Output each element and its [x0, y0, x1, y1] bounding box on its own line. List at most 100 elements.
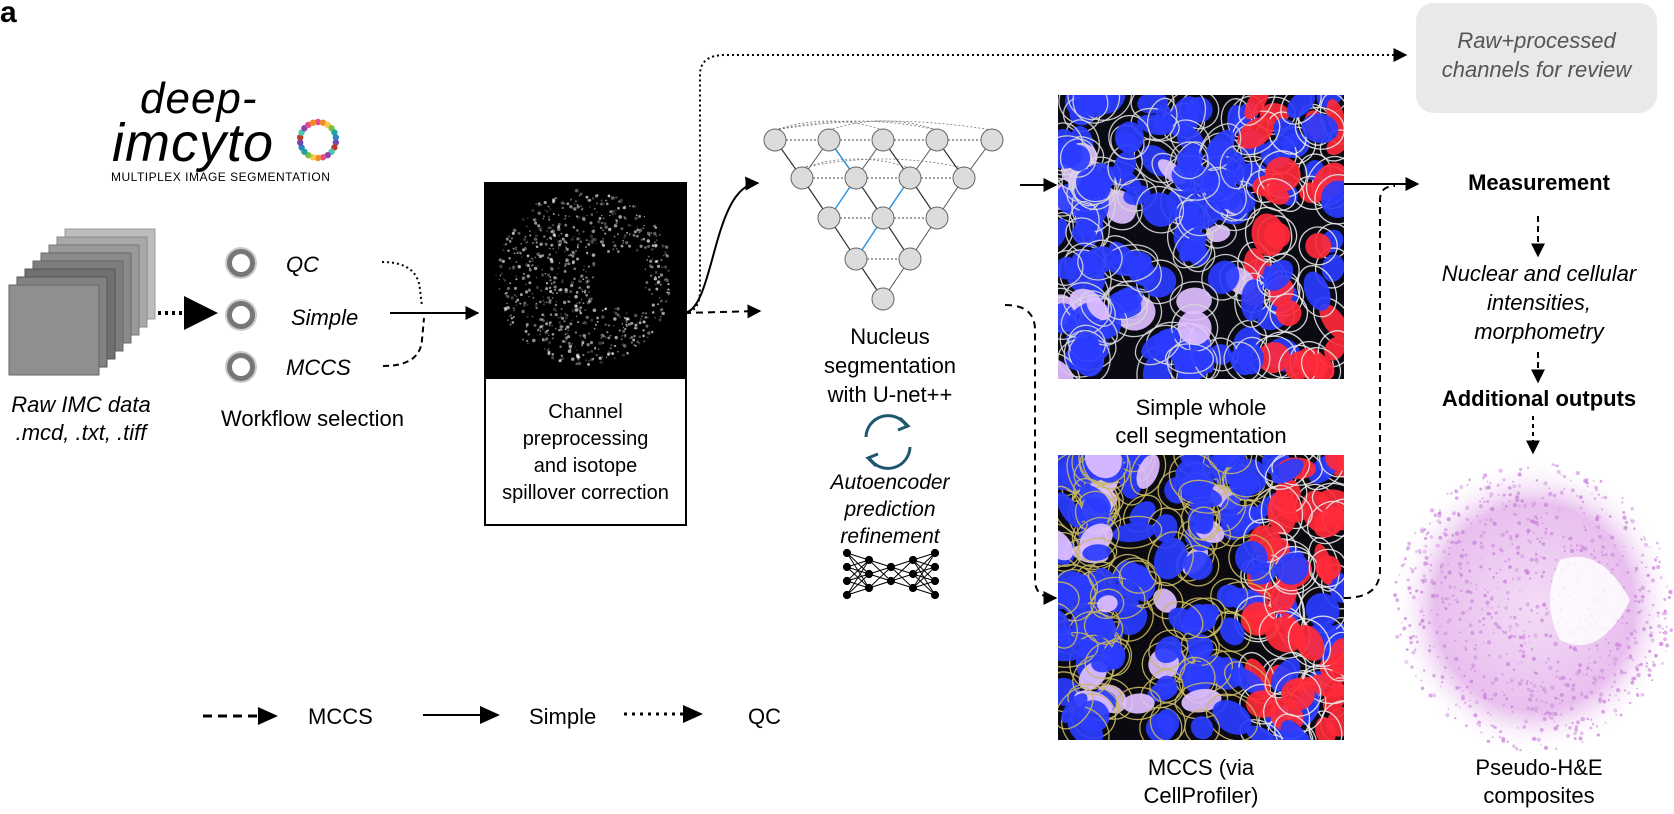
he-speckle — [1543, 712, 1548, 716]
channel-speckle — [547, 329, 550, 332]
he-speckle — [1600, 550, 1603, 554]
he-speckle — [1406, 545, 1411, 550]
channel-speckle — [608, 227, 612, 232]
channel-speckle — [635, 234, 639, 238]
channel-speckle — [554, 197, 557, 199]
channel-speckle — [635, 248, 639, 252]
he-speckle — [1493, 622, 1498, 626]
qc-radio[interactable] — [227, 249, 255, 277]
he-speckle — [1669, 628, 1673, 633]
he-speckle — [1575, 648, 1578, 652]
channel-speckle — [548, 218, 551, 221]
he-speckle — [1519, 749, 1522, 752]
channel-speckle — [623, 234, 627, 237]
he-speckle — [1637, 600, 1641, 604]
he-speckle — [1518, 498, 1521, 502]
he-speckle — [1480, 731, 1483, 734]
he-speckle — [1602, 539, 1605, 542]
cell-outline — [1084, 640, 1131, 679]
he-speckle — [1594, 677, 1597, 680]
he-speckle — [1619, 713, 1623, 717]
simple-option-label[interactable]: Simple — [291, 305, 359, 330]
he-speckle — [1581, 673, 1584, 676]
cell-outline — [1072, 95, 1121, 124]
cell-nucleus — [1307, 353, 1335, 379]
he-speckle — [1538, 540, 1542, 544]
he-speckle — [1625, 636, 1630, 641]
cell-outline — [1308, 548, 1344, 588]
he-speckle — [1490, 697, 1493, 701]
channel-speckle — [571, 309, 575, 313]
he-speckle — [1459, 573, 1463, 577]
channel-speckle — [565, 247, 569, 251]
channel-speckle — [552, 212, 555, 215]
he-speckle — [1504, 504, 1508, 508]
channel-speckle — [558, 262, 561, 264]
channel-speckle — [614, 209, 617, 212]
he-speckle — [1584, 695, 1589, 699]
cell-outline — [1161, 601, 1204, 640]
channel-speckle — [532, 338, 536, 343]
he-speckle — [1582, 511, 1586, 515]
he-speckle — [1573, 731, 1577, 736]
mccs-radio[interactable] — [227, 353, 255, 381]
channel-speckle — [544, 273, 547, 275]
he-speckle — [1435, 543, 1440, 548]
channel-speckle — [531, 257, 533, 260]
channel-speckle — [585, 315, 589, 319]
cell-nucleus — [1070, 336, 1105, 377]
he-speckle — [1565, 682, 1570, 688]
he-speckle — [1487, 605, 1489, 608]
he-speckle — [1498, 654, 1502, 659]
channel-speckle — [526, 303, 529, 306]
simple-radio[interactable] — [227, 301, 255, 329]
channel-speckle — [658, 318, 662, 322]
logo-ring-dot — [319, 154, 327, 161]
channel-speckle — [612, 241, 615, 243]
channel-speckle — [546, 230, 548, 232]
cell-outline — [1108, 114, 1151, 160]
cell-nucleus — [1301, 113, 1339, 144]
he-speckle — [1510, 634, 1513, 638]
he-speckle — [1621, 615, 1624, 619]
channel-speckle — [551, 283, 553, 285]
he-speckle — [1484, 588, 1487, 591]
channel-speckle — [642, 320, 646, 324]
he-speckle — [1539, 555, 1542, 558]
he-speckle — [1475, 643, 1478, 647]
cell-nucleus — [1153, 104, 1171, 134]
he-speckle — [1616, 688, 1621, 693]
legend-qc-label: QC — [748, 704, 781, 729]
channel-speckle — [594, 323, 597, 326]
he-speckle — [1413, 648, 1417, 652]
he-speckle — [1509, 615, 1512, 619]
he-speckle — [1580, 692, 1584, 697]
ae-node — [930, 576, 940, 586]
he-speckle — [1599, 692, 1604, 697]
he-speckle — [1576, 494, 1579, 498]
channel-speckle — [568, 344, 573, 349]
channel-speckle — [626, 317, 630, 321]
he-speckle — [1476, 723, 1478, 726]
qc-option-label[interactable]: QC — [286, 252, 319, 277]
he-speckle — [1446, 517, 1451, 522]
channel-speckle — [529, 234, 532, 237]
channel-speckle — [578, 233, 580, 235]
he-speckle — [1459, 589, 1463, 592]
simple-seg-label-2: cell segmentation — [1115, 423, 1287, 448]
cell-nucleus — [1265, 616, 1305, 653]
channel-speckle — [560, 242, 563, 245]
channel-speckle — [499, 264, 503, 269]
he-speckle — [1556, 469, 1561, 474]
unet-node — [871, 128, 895, 152]
he-speckle — [1530, 647, 1534, 651]
he-speckle — [1600, 668, 1605, 673]
mccs-option-label[interactable]: MCCS — [286, 355, 351, 380]
he-speckle — [1508, 493, 1512, 497]
channel-speckle — [660, 308, 664, 311]
channel-speckle — [570, 357, 575, 361]
he-speckle — [1525, 602, 1530, 607]
channel-speckle — [592, 262, 596, 266]
he-speckle — [1459, 566, 1462, 570]
channel-speckle — [605, 356, 608, 358]
